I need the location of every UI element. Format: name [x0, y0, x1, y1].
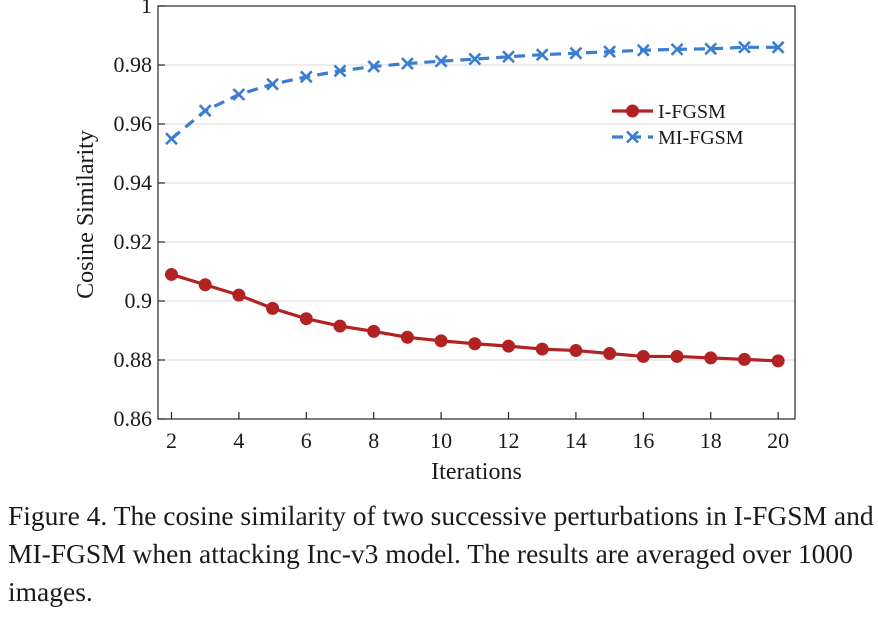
data-point-i-fgsm — [502, 339, 516, 353]
data-point-mi-fgsm — [502, 50, 515, 64]
legend-marker-i-fgsm — [626, 104, 639, 118]
x-tick-label: 6 — [301, 428, 312, 453]
axes — [157, 5, 796, 420]
data-point-mi-fgsm — [198, 104, 212, 118]
data-point-i-fgsm — [603, 347, 617, 361]
x-marker-stroke — [198, 104, 212, 118]
x-marker-stroke — [299, 70, 313, 84]
data-series — [164, 40, 785, 368]
data-point-mi-fgsm — [266, 77, 280, 91]
y-tick-label: 1 — [141, 0, 152, 18]
x-marker-stroke — [333, 64, 347, 78]
series-line-mi-fgsm — [170, 45, 779, 140]
x-marker-stroke — [502, 50, 515, 64]
data-point-i-fgsm — [400, 330, 414, 344]
plot-frame — [157, 5, 796, 420]
data-point-mi-fgsm — [704, 42, 718, 56]
x-marker-stroke — [434, 54, 448, 68]
legend-entry-mi-fgsm: MI-FGSM — [612, 127, 744, 149]
y-tick-label: 0.9 — [125, 288, 153, 313]
y-tick-label: 0.88 — [114, 347, 153, 372]
cosine-similarity-line-chart: 2 4 6 8 10 12 14 16 18 20 0.86 0.88 0.9 0.92 0.94 0.96… — [73, 0, 796, 485]
data-point-mi-fgsm — [535, 48, 549, 62]
y-tick-label: 0.86 — [114, 406, 153, 431]
data-point-i-fgsm — [299, 312, 313, 326]
data-point-i-fgsm — [704, 351, 718, 365]
grid-lines — [158, 64, 795, 361]
x-marker-stroke — [400, 57, 414, 70]
x-marker-stroke — [704, 42, 718, 56]
data-point-i-fgsm — [333, 319, 347, 333]
y-axis-title: Cosine Similarity — [73, 130, 99, 299]
data-point-i-fgsm — [164, 267, 178, 281]
data-point-mi-fgsm — [771, 40, 785, 54]
x-marker-stroke — [771, 40, 785, 54]
data-point-mi-fgsm — [299, 70, 313, 84]
x-marker-stroke — [367, 60, 381, 73]
x-tick-label: 18 — [700, 428, 722, 453]
data-point-mi-fgsm — [636, 43, 650, 57]
y-tick-labels: 0.86 0.88 0.9 0.92 0.94 0.96 0.98 1 — [114, 0, 153, 431]
legend-entry-i-fgsm: I-FGSM — [612, 101, 726, 123]
x-marker-stroke — [569, 46, 583, 60]
y-tick-label: 0.98 — [114, 52, 153, 77]
x-tick-label: 2 — [166, 428, 177, 453]
x-tick-label: 8 — [368, 428, 379, 453]
data-point-mi-fgsm — [569, 46, 583, 60]
x-marker-stroke — [603, 45, 617, 59]
data-point-i-fgsm — [670, 349, 684, 363]
data-point-i-fgsm — [232, 288, 246, 302]
x-marker-stroke — [670, 42, 684, 56]
x-marker-stroke — [468, 52, 482, 66]
data-point-mi-fgsm — [367, 60, 381, 73]
data-point-i-fgsm — [569, 344, 583, 358]
x-axis-title: Iterations — [431, 459, 522, 485]
data-point-i-fgsm — [198, 278, 212, 292]
data-point-mi-fgsm — [670, 42, 684, 56]
data-point-i-fgsm — [468, 337, 482, 351]
x-marker-stroke — [636, 43, 650, 57]
x-tick-label: 4 — [233, 428, 244, 453]
x-tick-label: 16 — [632, 428, 654, 453]
x-tick-label: 20 — [767, 428, 789, 453]
x-marker-stroke — [626, 130, 639, 144]
data-point-i-fgsm — [266, 301, 280, 315]
x-marker-stroke — [232, 88, 246, 101]
y-tick-label: 0.96 — [114, 111, 153, 136]
data-point-mi-fgsm — [468, 52, 482, 66]
data-point-mi-fgsm — [738, 40, 751, 54]
data-point-i-fgsm — [367, 324, 381, 338]
x-marker-stroke — [165, 132, 178, 146]
data-point-mi-fgsm — [603, 45, 617, 59]
data-point-i-fgsm — [636, 349, 650, 363]
series-mi-fgsm — [165, 40, 785, 146]
data-point-i-fgsm — [737, 352, 751, 366]
x-marker-stroke — [535, 48, 549, 62]
data-point-mi-fgsm — [434, 54, 448, 68]
y-tick-label: 0.94 — [114, 170, 153, 195]
data-point-mi-fgsm — [333, 64, 347, 78]
y-tick-label: 0.92 — [114, 229, 153, 254]
x-marker-stroke — [266, 77, 280, 91]
tick-marks — [158, 5, 779, 420]
data-point-i-fgsm — [535, 342, 549, 356]
data-point-i-fgsm — [771, 354, 785, 368]
legend-marker-mi-fgsm — [626, 130, 639, 144]
x-marker-stroke — [738, 40, 751, 54]
legend: I-FGSM MI-FGSM — [612, 101, 744, 149]
data-point-mi-fgsm — [165, 132, 178, 146]
x-tick-label: 10 — [430, 428, 452, 453]
series-i-fgsm — [164, 267, 785, 368]
data-point-mi-fgsm — [400, 57, 414, 70]
x-tick-labels: 2 4 6 8 10 12 14 16 18 20 — [166, 428, 789, 453]
x-tick-label: 14 — [565, 428, 587, 453]
x-tick-label: 12 — [498, 428, 520, 453]
legend-label-mi-fgsm: MI-FGSM — [658, 127, 744, 149]
data-point-i-fgsm — [434, 334, 448, 348]
data-point-mi-fgsm — [232, 88, 246, 101]
legend-label-i-fgsm: I-FGSM — [658, 101, 726, 123]
figure-caption: Figure 4. The cosine similarity of two s… — [8, 500, 874, 607]
